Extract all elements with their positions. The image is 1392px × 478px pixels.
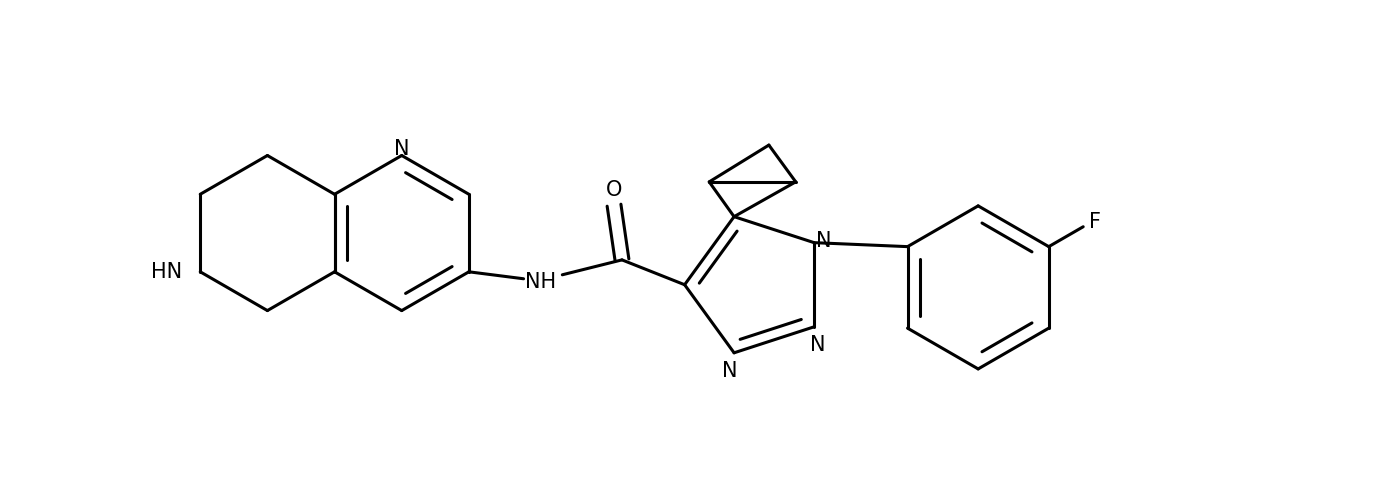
Text: N: N [722, 361, 738, 380]
Text: O: O [606, 180, 622, 200]
Text: N: N [810, 335, 825, 355]
Text: F: F [1089, 212, 1101, 232]
Text: NH: NH [525, 272, 555, 292]
Text: N: N [816, 231, 832, 250]
Text: N: N [394, 139, 409, 159]
Text: HN: HN [152, 262, 182, 282]
